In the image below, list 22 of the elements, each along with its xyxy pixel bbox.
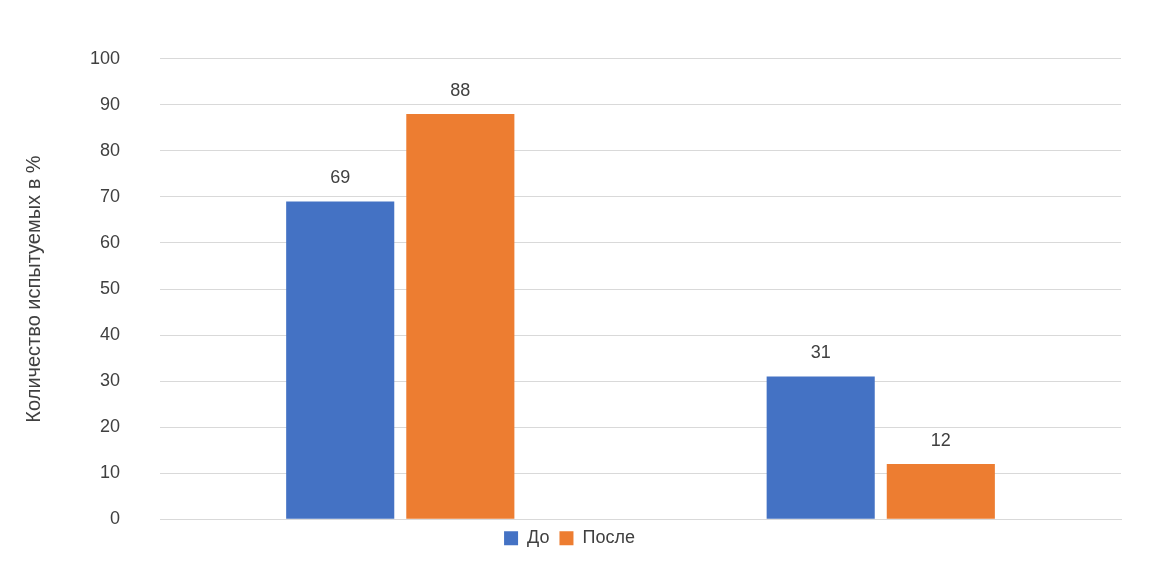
y-tick-label: 10 [100,462,121,483]
y-tick-label: 0 [110,508,121,529]
y-tick-label: 70 [100,185,121,206]
y-tick-label: 40 [100,324,121,345]
y-tick-label: 50 [100,277,121,298]
y-tick-label: 80 [100,139,121,160]
legend-label: После [582,527,635,548]
y-tick-label: 60 [100,231,121,252]
bar [766,376,875,519]
legend-label: До [527,527,550,548]
bar [886,463,995,519]
y-tick-label: 20 [100,416,121,437]
bar [286,201,395,519]
y-axis-title: Количество испытуемых в % [21,155,44,423]
y-tick-label: 100 [89,47,121,68]
data-label: 31 [810,342,831,363]
y-tick-label: 30 [100,370,121,391]
data-label: 88 [450,80,471,101]
y-tick-label: 90 [100,93,121,114]
data-label: 12 [930,429,951,450]
bar [406,114,515,519]
data-label: 69 [330,167,351,188]
